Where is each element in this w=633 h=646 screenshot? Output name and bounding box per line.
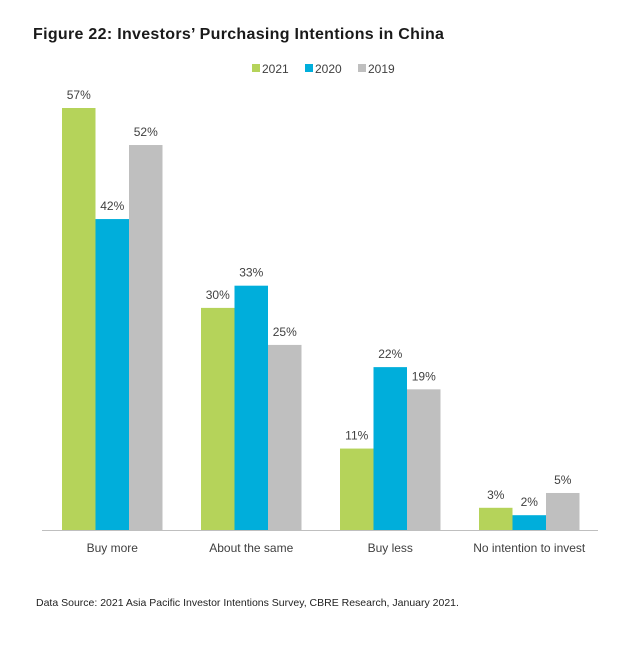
bar-about-the-same-2019 (268, 344, 302, 530)
data-label-buy-less-2020: 22% (378, 347, 402, 361)
legend-label-2019: 2019 (368, 62, 395, 76)
data-label-no-intention-to-invest-2019: 5% (554, 473, 572, 487)
bar-buy-less-2020 (373, 367, 407, 530)
data-label-about-the-same-2021: 30% (206, 288, 230, 302)
bar-no-intention-to-invest-2021 (479, 507, 513, 530)
data-label-buy-more-2020: 42% (100, 199, 124, 213)
category-label-no-intention-to-invest: No intention to invest (473, 541, 586, 555)
bar-buy-more-2020 (95, 219, 129, 531)
data-label-buy-less-2021: 11% (345, 429, 368, 443)
legend-swatch-2020 (305, 64, 313, 72)
legend-label-2020: 2020 (315, 62, 342, 76)
bar-no-intention-to-invest-2020 (512, 515, 546, 530)
bar-group (62, 108, 580, 531)
chart-title: Figure 22: Investors’ Purchasing Intenti… (33, 26, 445, 43)
category-label-group: Buy more About the same Buy less No intenti… (87, 541, 586, 555)
bar-about-the-same-2021 (201, 307, 235, 530)
data-label-buy-more-2019: 52% (134, 125, 158, 139)
category-label-about-the-same: About the same (209, 541, 293, 555)
bar-about-the-same-2020 (234, 285, 268, 530)
data-source-note: Data Source: 2021 Asia Pacific Investor … (36, 597, 459, 609)
data-label-about-the-same-2020: 33% (239, 266, 263, 280)
data-label-no-intention-to-invest-2021: 3% (487, 488, 505, 502)
bar-buy-less-2021 (340, 448, 374, 530)
legend-swatch-2021 (252, 64, 260, 72)
data-label-no-intention-to-invest-2020: 2% (521, 495, 539, 509)
legend-swatch-2019 (358, 64, 366, 72)
bar-no-intention-to-invest-2019 (546, 492, 580, 530)
category-label-buy-more: Buy more (87, 541, 139, 555)
legend-label-2021: 2021 (262, 62, 289, 76)
category-label-buy-less: Buy less (368, 541, 413, 555)
data-label-buy-more-2021: 57% (67, 88, 91, 102)
bar-buy-less-2019 (407, 389, 441, 530)
data-label-group: 57% 42% 52% 30% 33% 25% 11% 22% 19% 3% 2% 5% (67, 88, 572, 509)
chart-legend: 2021 2020 2019 (252, 62, 395, 76)
bar-buy-more-2021 (62, 108, 96, 530)
data-label-buy-less-2019: 19% (412, 369, 436, 383)
bar-buy-more-2019 (129, 145, 163, 530)
data-label-about-the-same-2019: 25% (273, 325, 297, 339)
